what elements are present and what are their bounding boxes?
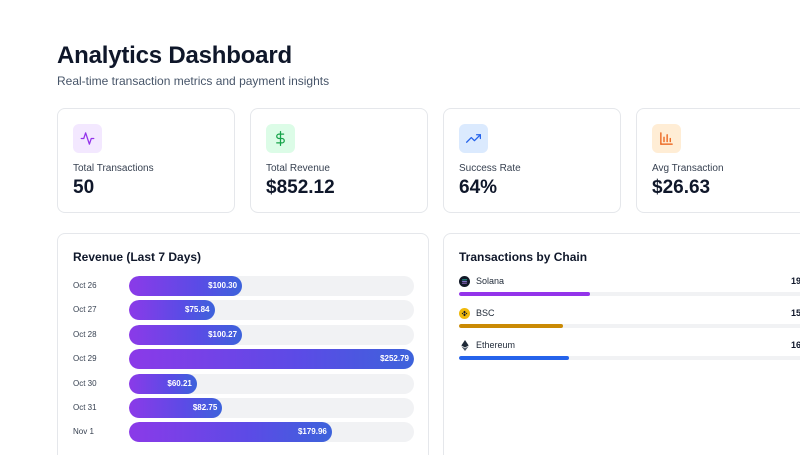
revenue-bar-track: $179.96 bbox=[129, 422, 414, 443]
revenue-date-label: Nov 1 bbox=[73, 427, 94, 437]
revenue-date-label: Oct 27 bbox=[73, 305, 97, 315]
revenue-amount-label: $179.96 bbox=[297, 427, 327, 437]
chains-panel: Transactions by Chain Solana 19 BS bbox=[443, 233, 800, 455]
stat-value: $852.12 bbox=[266, 177, 335, 198]
revenue-amount-label: $75.84 bbox=[185, 305, 210, 315]
revenue-date-label: Oct 31 bbox=[73, 403, 97, 412]
stat-value: 50 bbox=[73, 177, 95, 198]
revenue-bar-track: $252.79 bbox=[129, 349, 414, 370]
chain-track bbox=[459, 292, 800, 296]
revenue-bar: $60.21 bbox=[129, 373, 197, 394]
chain-bar-solana bbox=[459, 292, 591, 296]
bsc-icon bbox=[459, 308, 470, 319]
chain-count: 15 bbox=[791, 308, 800, 318]
trending-up-icon bbox=[459, 124, 488, 153]
chain-row-bsc: BSC 15 bbox=[459, 308, 800, 332]
revenue-row: Oct 30 $60.21 bbox=[73, 373, 415, 394]
revenue-bar-track: $75.84 bbox=[129, 300, 414, 321]
revenue-bar: $82.75 bbox=[129, 398, 223, 418]
stat-card-success-rate: Success Rate 64% bbox=[443, 108, 621, 213]
revenue-amount-label: $100.30 bbox=[208, 281, 238, 290]
revenue-row: Oct 27 $75.84 bbox=[73, 300, 415, 321]
chain-count: 19 bbox=[791, 276, 800, 286]
stat-card-total-revenue: Total Revenue $852.12 bbox=[250, 108, 428, 213]
revenue-row: Oct 29 $252.79 bbox=[73, 349, 415, 370]
revenue-amount-label: $60.21 bbox=[167, 378, 192, 388]
revenue-amount-label: $100.27 bbox=[208, 329, 238, 339]
revenue-amount-label: $82.75 bbox=[192, 403, 218, 412]
revenue-bar-track: $60.21 bbox=[129, 373, 414, 394]
ethereum-icon bbox=[459, 340, 470, 351]
chain-track bbox=[459, 324, 800, 328]
chain-bar-bsc bbox=[459, 324, 563, 328]
solana-icon bbox=[459, 276, 470, 287]
revenue-bar-track: $100.27 bbox=[129, 324, 414, 345]
revenue-panel-title: Revenue (Last 7 Days) bbox=[73, 250, 202, 264]
revenue-amount-label: $252.79 bbox=[380, 354, 409, 364]
stat-value: $26.63 bbox=[652, 177, 711, 198]
stat-label: Avg Transaction bbox=[652, 163, 724, 174]
revenue-date-label: Oct 28 bbox=[73, 329, 97, 339]
revenue-date-label: Oct 29 bbox=[73, 354, 97, 364]
stat-card-avg-transaction: Avg Transaction $26.63 bbox=[636, 108, 800, 213]
chain-name: BSC bbox=[476, 308, 495, 318]
chain-name: Ethereum bbox=[476, 340, 516, 350]
revenue-bar: $252.79 bbox=[129, 349, 414, 370]
chains-panel-title: Transactions by Chain bbox=[459, 250, 588, 264]
revenue-bar: $100.27 bbox=[129, 324, 243, 345]
revenue-bar-track: $100.30 bbox=[129, 276, 414, 296]
chain-row-solana: Solana 19 bbox=[459, 276, 800, 300]
activity-icon bbox=[73, 124, 102, 153]
revenue-bar-track: $82.75 bbox=[129, 398, 414, 418]
page-subtitle: Real-time transaction metrics and paymen… bbox=[57, 74, 330, 88]
page-title: Analytics Dashboard bbox=[57, 42, 292, 69]
bar-chart-icon bbox=[652, 124, 681, 153]
revenue-bar: $100.30 bbox=[129, 276, 243, 296]
stat-label: Total Transactions bbox=[73, 163, 154, 174]
revenue-row: Oct 28 $100.27 bbox=[73, 324, 415, 345]
revenue-row: Oct 31 $82.75 bbox=[73, 398, 415, 418]
stat-card-total-transactions: Total Transactions 50 bbox=[57, 108, 235, 213]
revenue-date-label: Oct 26 bbox=[73, 281, 97, 290]
stat-label: Total Revenue bbox=[266, 163, 330, 174]
stat-label: Success Rate bbox=[459, 163, 521, 174]
revenue-row: Oct 26 $100.30 bbox=[73, 276, 415, 296]
chain-count: 16 bbox=[791, 340, 800, 350]
chain-name: Solana bbox=[476, 276, 505, 286]
stat-value: 64% bbox=[459, 177, 498, 198]
dollar-icon bbox=[266, 124, 295, 153]
chain-track bbox=[459, 356, 800, 360]
chain-bar-ethereum bbox=[459, 356, 570, 360]
revenue-bar: $75.84 bbox=[129, 300, 215, 321]
revenue-panel: Revenue (Last 7 Days) Oct 26 $100.30 Oct 2… bbox=[57, 233, 429, 455]
revenue-bar: $179.96 bbox=[129, 422, 332, 443]
chain-row-ethereum: Ethereum 16 bbox=[459, 340, 800, 364]
revenue-date-label: Oct 30 bbox=[73, 378, 97, 388]
revenue-row: Nov 1 $179.96 bbox=[73, 422, 415, 443]
